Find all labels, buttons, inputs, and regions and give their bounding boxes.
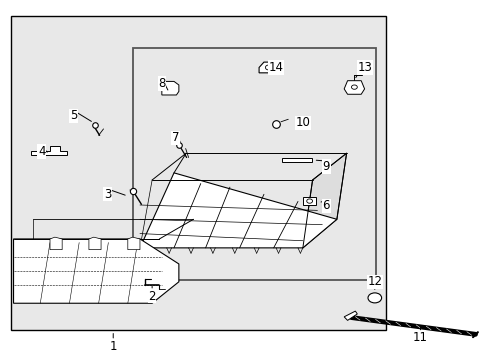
Text: 10: 10 xyxy=(295,116,310,129)
Polygon shape xyxy=(50,237,62,249)
Text: 8: 8 xyxy=(158,77,165,90)
Text: 2: 2 xyxy=(148,289,156,303)
Polygon shape xyxy=(344,81,364,94)
Text: 6: 6 xyxy=(322,199,329,212)
Bar xyxy=(11,16,385,330)
Text: 9: 9 xyxy=(322,160,329,173)
Polygon shape xyxy=(89,237,101,249)
Text: 3: 3 xyxy=(103,188,111,201)
Polygon shape xyxy=(30,146,67,155)
Polygon shape xyxy=(259,62,278,73)
Text: 14: 14 xyxy=(268,61,283,74)
Polygon shape xyxy=(302,197,316,205)
Polygon shape xyxy=(282,158,311,162)
Polygon shape xyxy=(162,81,179,95)
Text: 4: 4 xyxy=(38,145,45,158)
Polygon shape xyxy=(344,311,357,320)
Text: 5: 5 xyxy=(69,109,77,122)
Circle shape xyxy=(367,293,381,303)
Polygon shape xyxy=(14,239,179,303)
Text: 1: 1 xyxy=(109,339,117,352)
Polygon shape xyxy=(302,153,346,248)
Text: 12: 12 xyxy=(366,275,382,288)
Polygon shape xyxy=(140,173,336,248)
Bar xyxy=(132,48,375,280)
Text: 7: 7 xyxy=(171,131,179,144)
Text: 13: 13 xyxy=(357,61,372,74)
Text: 11: 11 xyxy=(412,332,427,345)
Polygon shape xyxy=(127,237,140,249)
